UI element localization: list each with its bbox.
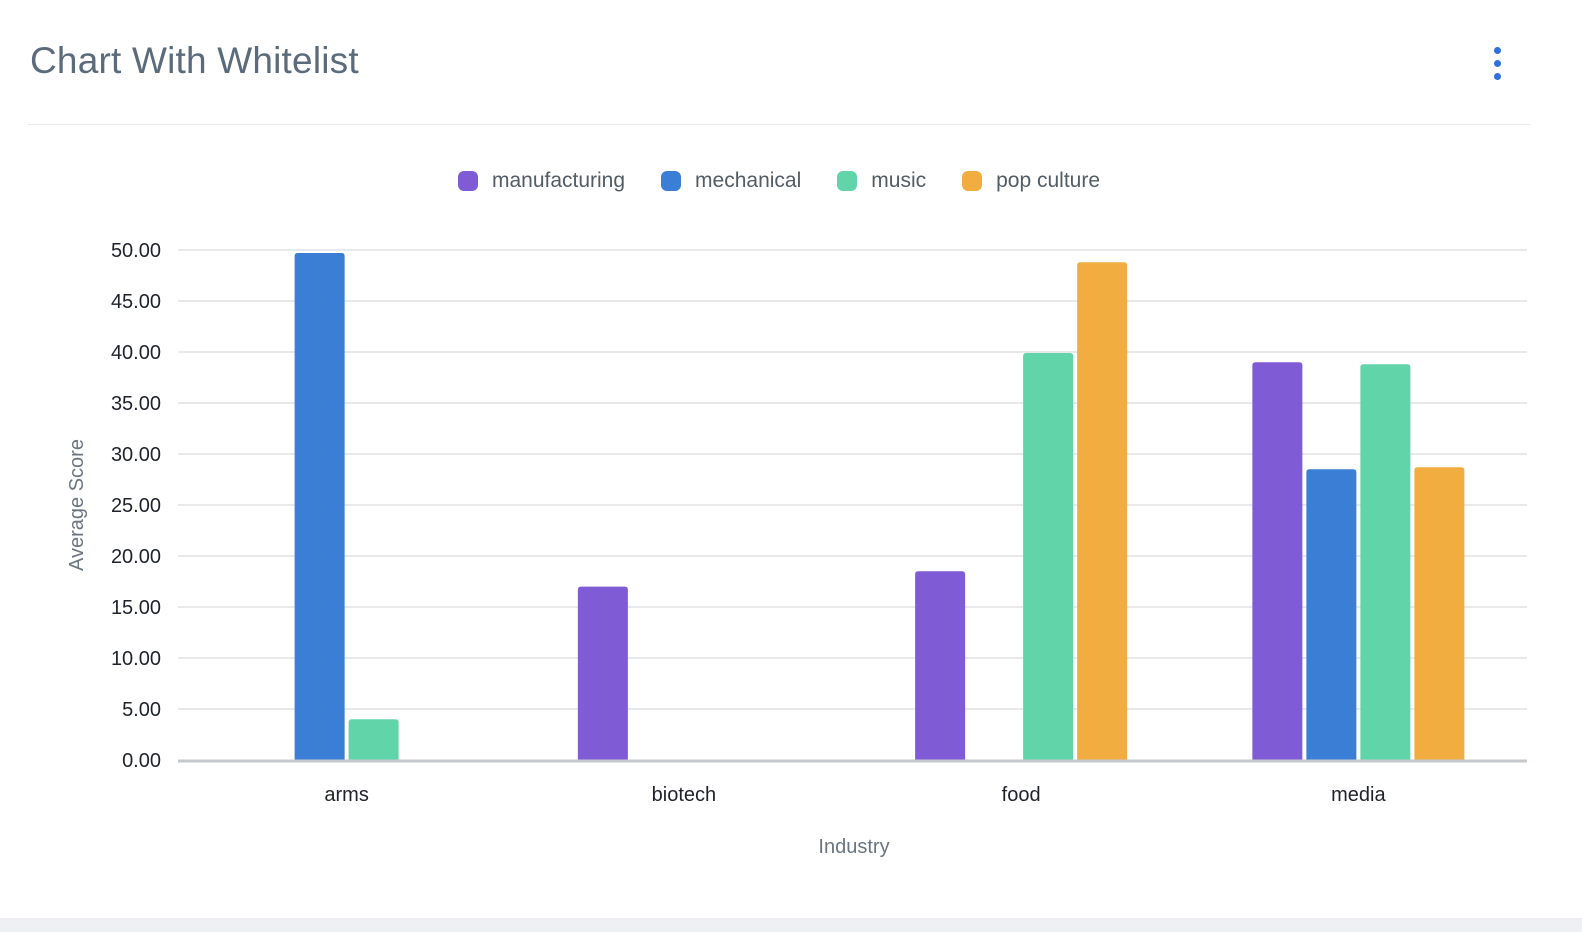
y-tick-label: 45.00 xyxy=(111,291,161,313)
bar xyxy=(915,571,966,760)
y-tick-label: 25.00 xyxy=(111,495,161,517)
y-tick-label: 50.00 xyxy=(111,240,161,262)
bar xyxy=(1023,353,1074,760)
legend-label: mechanical xyxy=(695,169,802,192)
legend-swatch xyxy=(661,171,682,191)
bar xyxy=(577,586,628,760)
legend-swatch xyxy=(457,171,478,191)
bar xyxy=(1306,469,1357,760)
y-tick-label: 10.00 xyxy=(111,648,161,670)
bar xyxy=(1414,467,1465,760)
y-tick-label: 0.00 xyxy=(122,750,161,772)
x-axis-title: Industry xyxy=(818,836,889,858)
more-options-button[interactable] xyxy=(1482,42,1514,86)
chart-title: Chart With Whitelist xyxy=(30,40,359,81)
bar xyxy=(348,719,399,760)
legend-label: music xyxy=(871,169,927,192)
legend-item-pop-culture[interactable]: pop culture xyxy=(962,166,1100,196)
legend-swatch xyxy=(962,171,983,191)
legend-swatch xyxy=(837,171,858,191)
y-tick-label: 30.00 xyxy=(111,444,161,466)
header-divider xyxy=(28,124,1531,125)
y-tick-label: 35.00 xyxy=(111,393,161,415)
y-tick-label: 5.00 xyxy=(122,699,161,721)
bar xyxy=(294,253,345,760)
legend-item-mechanical[interactable]: mechanical xyxy=(661,166,801,196)
legend-label: pop culture xyxy=(996,169,1101,192)
y-axis-title: Average Score xyxy=(66,439,88,571)
x-tick-label: media xyxy=(1331,784,1386,806)
x-tick-label: arms xyxy=(324,784,368,806)
chart-legend: manufacturing mechanical music pop cultu… xyxy=(0,166,1558,196)
y-tick-label: 40.00 xyxy=(111,342,161,364)
x-tick-label: food xyxy=(1002,784,1041,806)
bar xyxy=(1252,362,1303,760)
legend-item-manufacturing[interactable]: manufacturing xyxy=(457,166,626,196)
legend-label: manufacturing xyxy=(491,169,626,192)
y-tick-label: 20.00 xyxy=(111,546,161,568)
legend-item-music[interactable]: music xyxy=(837,166,926,196)
bar xyxy=(1077,262,1128,760)
y-tick-label: 15.00 xyxy=(111,597,161,619)
x-tick-label: biotech xyxy=(652,784,717,806)
bar xyxy=(1360,364,1411,760)
